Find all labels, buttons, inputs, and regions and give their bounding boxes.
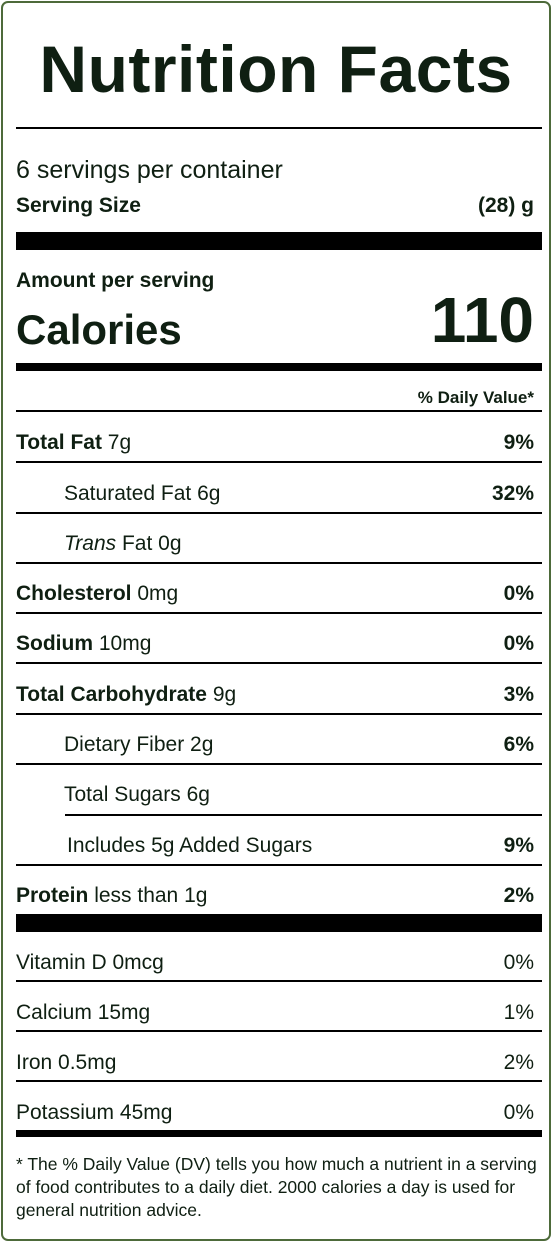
calories-divider bbox=[16, 363, 542, 371]
nutrient-name: Total Carbohydrate bbox=[16, 683, 207, 706]
row-divider bbox=[16, 612, 542, 614]
nutrient-name: Protein bbox=[16, 884, 89, 907]
nutrient-row-dietary-fiber: Dietary Fiber 2g 6% bbox=[16, 730, 534, 760]
nutrient-row-total-sugars: Total Sugars 6g bbox=[16, 780, 534, 810]
nutrient-dv: 3% bbox=[503, 683, 534, 706]
nutrient-dv: 0% bbox=[503, 951, 534, 974]
title-divider bbox=[16, 127, 542, 129]
daily-value-footnote: * The % Daily Value (DV) tells you how m… bbox=[16, 1154, 537, 1220]
nutrient-amount: 2g bbox=[190, 733, 214, 756]
nutrient-name: Sodium bbox=[16, 632, 93, 655]
nutrient-amount: 0mcg bbox=[112, 951, 164, 974]
nutrient-dv: 6% bbox=[503, 733, 534, 756]
vitamin-row-vitamin-d: Vitamin D 0mcg 0% bbox=[16, 948, 534, 978]
nutrient-dv: 32% bbox=[491, 482, 534, 505]
vitamin-row-potassium: Potassium 45mg 0% bbox=[16, 1098, 534, 1128]
row-divider bbox=[16, 1080, 542, 1082]
nutrient-amount: 0mg bbox=[137, 582, 179, 605]
nutrient-amount: 10mg bbox=[98, 632, 152, 655]
nutrient-name: Total Sugars bbox=[64, 783, 181, 806]
thick-divider bbox=[16, 232, 542, 250]
row-divider bbox=[16, 662, 542, 664]
nutrient-row-added-sugars: Includes 5g Added Sugars 9% bbox=[16, 831, 534, 861]
nutrient-amount: 9g bbox=[212, 683, 237, 706]
added-sugars-suffix: Added Sugars bbox=[179, 834, 313, 857]
nutrient-name: Potassium bbox=[16, 1101, 115, 1124]
nutrient-name: Total Fat bbox=[16, 431, 102, 454]
added-sugars-prefix: Includes bbox=[67, 834, 146, 857]
nutrient-dv: 0% bbox=[503, 632, 534, 655]
calories-value: 110 bbox=[430, 284, 534, 356]
nutrient-dv: 0% bbox=[503, 1101, 534, 1124]
nutrient-amount: 6g bbox=[197, 482, 221, 505]
nutrient-name: Iron bbox=[16, 1051, 53, 1074]
nutrient-name: Calcium bbox=[16, 1001, 92, 1024]
nutrient-amount: 0.5mg bbox=[58, 1051, 117, 1074]
row-divider bbox=[16, 512, 542, 514]
nutrient-amount: 7g bbox=[107, 431, 132, 454]
nutrient-dv: 0% bbox=[503, 582, 534, 605]
nutrient-dv: 2% bbox=[503, 1051, 534, 1074]
row-divider bbox=[16, 1030, 542, 1032]
nutrient-amount: 5g bbox=[151, 834, 175, 857]
nutrient-amount: less than 1g bbox=[94, 884, 208, 907]
nutrient-row-saturated-fat: Saturated Fat 6g 32% bbox=[16, 479, 534, 509]
thick-divider bbox=[16, 914, 542, 932]
row-divider bbox=[16, 980, 542, 982]
nutrient-name-italic: Trans bbox=[64, 532, 117, 555]
nutrient-dv: 1% bbox=[503, 1001, 534, 1024]
vitamin-row-iron: Iron 0.5mg 2% bbox=[16, 1048, 534, 1078]
row-divider-indented bbox=[65, 814, 542, 816]
nutrient-name: Vitamin D bbox=[16, 951, 107, 974]
nutrient-dv: 9% bbox=[503, 834, 534, 857]
calories-label: Calories bbox=[16, 306, 182, 353]
nutrient-dv: 2% bbox=[503, 884, 534, 907]
row-divider bbox=[16, 562, 542, 564]
nutrient-row-total-fat: Total Fat 7g 9% bbox=[16, 428, 534, 458]
daily-value-header: % Daily Value* bbox=[417, 388, 534, 407]
nutrient-name: Dietary Fiber bbox=[64, 733, 185, 756]
nutrient-name: Cholesterol bbox=[16, 582, 132, 605]
label-title: Nutrition Facts bbox=[39, 32, 513, 106]
nutrient-amount: 15mg bbox=[97, 1001, 151, 1024]
row-divider bbox=[16, 410, 542, 412]
nutrient-row-total-carbohydrate: Total Carbohydrate 9g 3% bbox=[16, 680, 534, 710]
nutrient-row-sodium: Sodium 10mg 0% bbox=[16, 629, 534, 659]
row-divider bbox=[16, 461, 542, 463]
nutrient-row-cholesterol: Cholesterol 0mg 0% bbox=[16, 579, 534, 609]
row-divider bbox=[16, 763, 542, 765]
nutrient-amount: 45mg bbox=[119, 1101, 173, 1124]
nutrient-amount: 0g bbox=[158, 532, 182, 555]
footnote-divider bbox=[16, 1130, 542, 1137]
nutrient-amount: 6g bbox=[186, 783, 210, 806]
nutrient-dv: 9% bbox=[503, 431, 534, 454]
amount-per-serving: Amount per serving bbox=[16, 269, 215, 292]
row-divider bbox=[16, 713, 542, 715]
row-divider bbox=[16, 864, 542, 866]
nutrient-name: Saturated Fat bbox=[64, 482, 192, 505]
serving-size-label: Serving Size bbox=[16, 194, 141, 217]
nutrient-name: Fat bbox=[121, 532, 153, 555]
serving-size-value: (28) g bbox=[477, 194, 534, 217]
servings-per-container: 6 servings per container bbox=[16, 156, 283, 184]
nutrient-row-trans-fat: Trans Fat 0g bbox=[16, 529, 534, 559]
vitamin-row-calcium: Calcium 15mg 1% bbox=[16, 998, 534, 1028]
nutrient-row-protein: Protein less than 1g 2% bbox=[16, 881, 534, 911]
